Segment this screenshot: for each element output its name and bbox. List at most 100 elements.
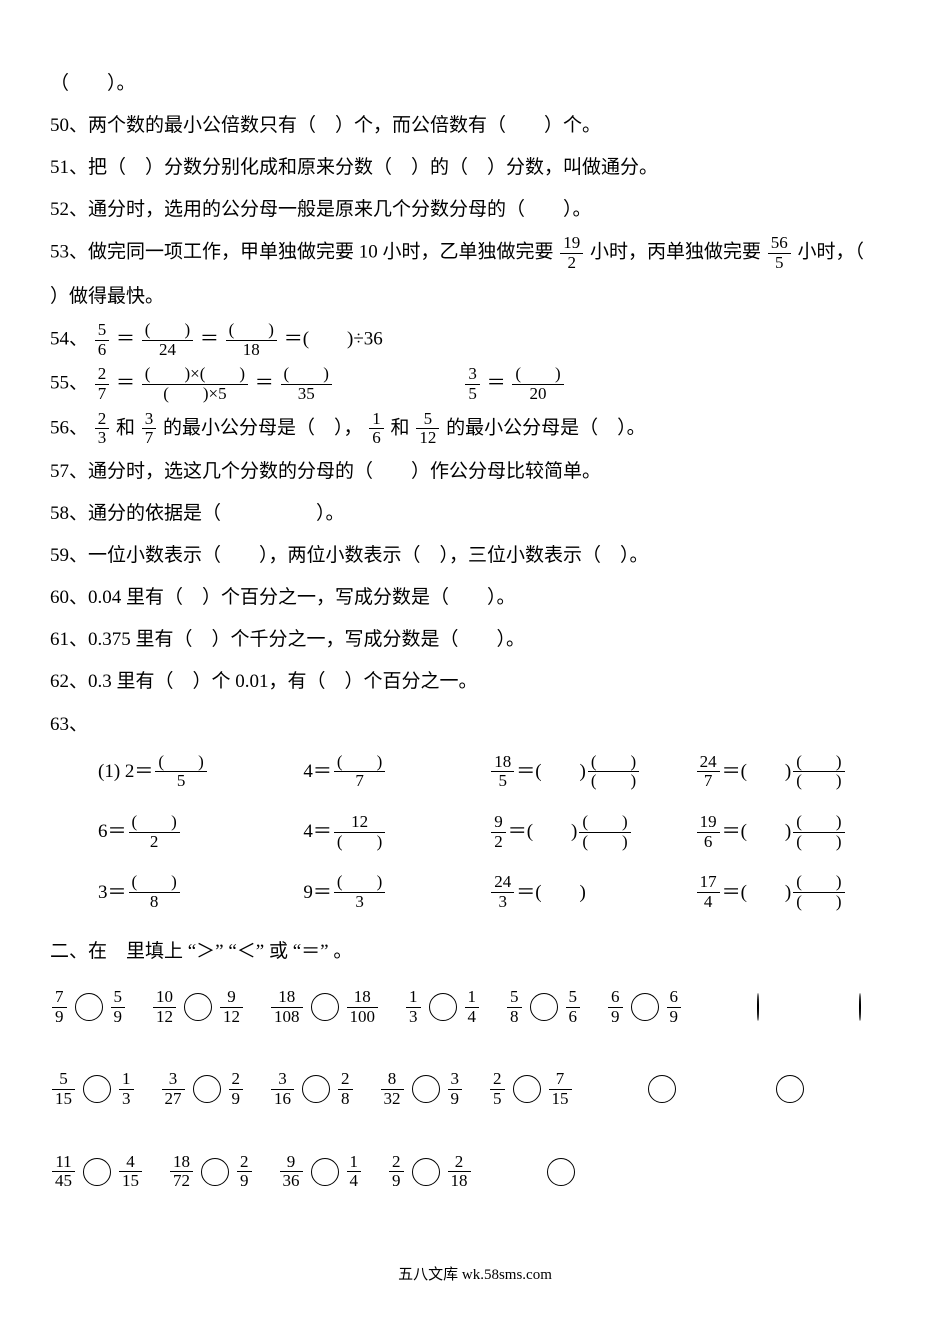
frac: 29 bbox=[237, 1153, 252, 1191]
compare-circle[interactable] bbox=[648, 1075, 676, 1103]
frac-blank-20: ( ) 20 bbox=[512, 365, 563, 403]
frac: 28 bbox=[338, 1070, 353, 1108]
frac-blank: ( )( ) bbox=[793, 813, 844, 851]
q60-line: 60、0.04 里有（ ）个百分之一，写成分数是（ ）。 bbox=[50, 580, 900, 616]
compare-circle[interactable] bbox=[83, 1075, 111, 1103]
q63-r1-a: (1) 2＝ ( )5 bbox=[98, 753, 303, 791]
mid: ＝( ) bbox=[508, 814, 578, 850]
compare-circle[interactable] bbox=[776, 1075, 804, 1103]
q54-tail: ＝( )÷36 bbox=[284, 328, 383, 349]
q63-r2-b: 4＝ 12( ) bbox=[303, 813, 489, 851]
compare-item: 1872 29 bbox=[168, 1153, 254, 1191]
frac-2-7: 2 7 bbox=[95, 365, 110, 403]
lhs: 9＝ bbox=[303, 875, 332, 911]
frac-blank: ( )( ) bbox=[588, 753, 639, 791]
q51-text: 51、把（ ）分数分别化成和原来分数（ ）的（ ）分数，叫做通分。 bbox=[50, 157, 658, 178]
q56-label: 56、 bbox=[50, 417, 88, 438]
frac: 13 bbox=[119, 1070, 134, 1108]
compare-circle[interactable] bbox=[859, 993, 861, 1021]
q62-line: 62、0.3 里有（ ）个 0.01，有（ ）个百分之一。 bbox=[50, 664, 900, 700]
q56d: 的最小公分母是（ ）。 bbox=[446, 417, 646, 438]
compare-circle[interactable] bbox=[201, 1158, 229, 1186]
compare-item: 83239 bbox=[379, 1070, 465, 1108]
frac: 218 bbox=[448, 1153, 471, 1191]
compare-item: 51513 bbox=[50, 1070, 136, 1108]
q63-r2-c: 92 ＝( ) ( )( ) bbox=[489, 813, 694, 851]
frac-blank: ( )( ) bbox=[793, 873, 844, 911]
frac-3-5: 3 5 bbox=[465, 365, 480, 403]
q63-r2-a: 6＝ ( )2 bbox=[98, 813, 303, 851]
compare-circle[interactable] bbox=[302, 1075, 330, 1103]
q58-text: 58、通分的依据是（ ）。 bbox=[50, 503, 345, 524]
q63-grid: (1) 2＝ ( )5 4＝ ( )7 185 ＝( ) ( )( ) 247 … bbox=[98, 753, 900, 912]
frac-blank-35: ( ) 35 bbox=[281, 365, 332, 403]
compare-circle[interactable] bbox=[193, 1075, 221, 1103]
compare-item: 1810818100 bbox=[269, 988, 380, 1026]
compare-circle[interactable] bbox=[513, 1075, 541, 1103]
q49-text: （ ）。 bbox=[50, 73, 136, 94]
frac-5-12: 5 12 bbox=[416, 410, 439, 448]
q60-text: 60、0.04 里有（ ）个百分之一，写成分数是（ ）。 bbox=[50, 587, 516, 608]
compare-item: 25715 bbox=[488, 1070, 574, 1108]
compare-circle[interactable] bbox=[412, 1158, 440, 1186]
q51-line: 51、把（ ）分数分别化成和原来分数（ ）的（ ）分数，叫做通分。 bbox=[50, 150, 900, 186]
q49-line: （ ）。 bbox=[50, 66, 900, 102]
compare-circle[interactable] bbox=[757, 993, 759, 1021]
lhs: 6＝ bbox=[98, 814, 127, 850]
compare-circle[interactable] bbox=[412, 1075, 440, 1103]
frac: ( )3 bbox=[334, 873, 385, 911]
q63-r1-d: 247 ＝( ) ( )( ) bbox=[695, 753, 900, 791]
compare-circle[interactable] bbox=[530, 993, 558, 1021]
compare-item: 32729 bbox=[160, 1070, 246, 1108]
q63-r3-a: 3＝ ( )8 bbox=[98, 873, 303, 911]
frac: 912 bbox=[220, 988, 243, 1026]
compare-item: 6969 bbox=[606, 988, 683, 1026]
frac: 936 bbox=[280, 1153, 303, 1191]
mid: ＝( ) bbox=[516, 875, 586, 911]
frac: 13 bbox=[406, 988, 421, 1026]
compare-circle[interactable] bbox=[631, 993, 659, 1021]
mid: ＝( ) bbox=[722, 754, 792, 790]
compare-circle[interactable] bbox=[547, 1158, 575, 1186]
q57-line: 57、通分时，选这几个分数的分母的（ ）作公分母比较简单。 bbox=[50, 454, 900, 490]
q63-row-2: 6＝ ( )2 4＝ 12( ) 92 ＝( ) ( )( ) 196 ＝( )… bbox=[98, 813, 900, 851]
frac: 14 bbox=[347, 1153, 362, 1191]
frac: 243 bbox=[491, 873, 514, 911]
mid: ＝( ) bbox=[722, 875, 792, 911]
frac: 1872 bbox=[170, 1153, 193, 1191]
compare-circle[interactable] bbox=[83, 1158, 111, 1186]
frac: 415 bbox=[119, 1153, 142, 1191]
frac: 92 bbox=[491, 813, 506, 851]
compare-circle[interactable] bbox=[311, 1158, 339, 1186]
frac-2-3: 2 3 bbox=[95, 410, 110, 448]
q53-line: 53、做完同一项工作，甲单独做完要 10 小时，乙单独做完要 19 2 小时，丙… bbox=[50, 234, 900, 272]
compare-item: 7959 bbox=[50, 988, 127, 1026]
compare-circle[interactable] bbox=[75, 993, 103, 1021]
compare-circle[interactable] bbox=[311, 993, 339, 1021]
frac: 59 bbox=[111, 988, 126, 1026]
q59-text: 59、一位小数表示（ ），两位小数表示（ ），三位小数表示（ ）。 bbox=[50, 545, 649, 566]
frac: 29 bbox=[229, 1070, 244, 1108]
lhs: 3＝ bbox=[98, 875, 127, 911]
frac: 56 bbox=[566, 988, 581, 1026]
frac-19-2: 19 2 bbox=[560, 234, 583, 272]
q53b: 小时，丙单独做完要 bbox=[590, 242, 761, 263]
q56b: 的最小公分母是（ ）， bbox=[163, 417, 363, 438]
q50-text: 50、两个数的最小公倍数只有（ ）个，而公倍数有（ ）个。 bbox=[50, 115, 601, 136]
q53c: 小时，（ bbox=[798, 242, 865, 263]
q55-line: 55、 2 7 ＝ ( )×( ) ( )×5 ＝ ( ) 35 3 5 ＝ (… bbox=[50, 365, 900, 403]
compare-item: 1145415 bbox=[50, 1153, 144, 1191]
q63-r3-b: 9＝ ( )3 bbox=[303, 873, 489, 911]
q54-label: 54、 bbox=[50, 328, 88, 349]
frac: ( )7 bbox=[334, 753, 385, 791]
compare-circle[interactable] bbox=[429, 993, 457, 1021]
frac-blank-24: ( ) 24 bbox=[142, 321, 193, 359]
compare-circle[interactable] bbox=[184, 993, 212, 1021]
q53d: ）做得最快。 bbox=[50, 286, 164, 307]
q52-line: 52、通分时，选用的公分母一般是原来几个分数分母的（ ）。 bbox=[50, 192, 900, 228]
lhs: 4＝ bbox=[303, 754, 332, 790]
frac: 1012 bbox=[153, 988, 176, 1026]
frac: 58 bbox=[507, 988, 522, 1026]
frac: 715 bbox=[549, 1070, 572, 1108]
q63-row-3: 3＝ ( )8 9＝ ( )3 243 ＝( ) 174 ＝( ) ( )( ) bbox=[98, 873, 900, 911]
